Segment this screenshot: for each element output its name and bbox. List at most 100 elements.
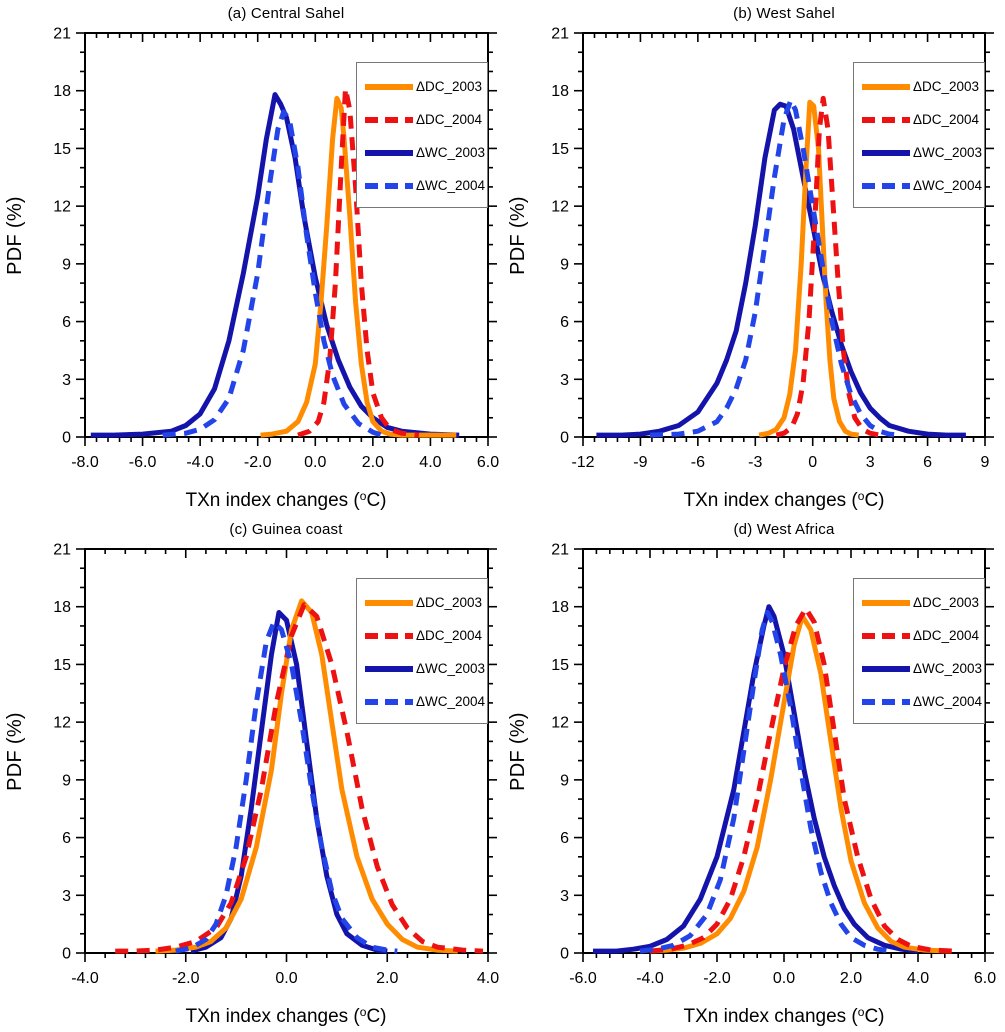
legend-item: ΔDC_2004	[364, 619, 487, 652]
svg-text:6: 6	[560, 314, 569, 331]
legend-item: ΔWC_2004	[861, 169, 984, 202]
legend-solid-line-icon	[862, 599, 910, 606]
svg-text:3: 3	[866, 454, 875, 471]
tick-marks	[76, 548, 497, 962]
svg-text:3: 3	[560, 372, 569, 389]
legend-label: ΔDC_2004	[416, 628, 483, 643]
svg-text:3: 3	[560, 888, 569, 905]
svg-text:21: 21	[53, 542, 71, 559]
svg-text:-2.0: -2.0	[703, 970, 731, 987]
svg-text:21: 21	[53, 26, 71, 43]
legend-box: ΔDC_2003 ΔDC_2004 ΔWC_2003 ΔWC_2004	[853, 578, 985, 724]
legend-item: ΔWC_2003	[364, 136, 487, 169]
svg-text:9: 9	[981, 454, 990, 471]
panel-west-sahel: (b) West Sahel PDF (%) -12 -9 -6 -3 0 3 6 9 0 3 6 9…	[503, 0, 1005, 516]
svg-text:18: 18	[53, 83, 71, 100]
legend-dashed-line-icon	[365, 116, 413, 123]
svg-text:12: 12	[551, 199, 569, 216]
x-tick-labels: -8.0 -6.0 -4.0 -2.0 0.0 2.0 4.0 6.0	[71, 454, 499, 471]
legend-solid-line-icon	[365, 149, 413, 156]
svg-text:-4.0: -4.0	[636, 970, 664, 987]
legend-label: ΔWC_2004	[416, 694, 486, 709]
legend-item: ΔDC_2003	[364, 70, 487, 103]
y-tick-labels: 0 3 6 9 12 15 18 21	[551, 542, 569, 963]
x-tick-labels: -6.0 -4.0 -2.0 0.0 2.0 4.0 6.0	[569, 970, 996, 987]
svg-text:4.0: 4.0	[477, 970, 499, 987]
legend-solid-line-icon	[365, 83, 413, 90]
plot-canvas: -6.0 -4.0 -2.0 0.0 2.0 4.0 6.0 0 3 6 9 12 15 18 21	[551, 542, 996, 988]
svg-text:6: 6	[923, 454, 932, 471]
legend-item: ΔWC_2004	[861, 685, 984, 718]
curve-ΔDC_2004	[775, 95, 881, 438]
panel-title: (d) West Africa	[733, 521, 835, 538]
tick-marks	[574, 32, 994, 446]
legend-solid-line-icon	[862, 149, 910, 156]
y-tick-labels: 0 3 6 9 12 15 18 21	[551, 26, 569, 447]
svg-text:6: 6	[560, 830, 569, 847]
legend-box: ΔDC_2003 ΔDC_2004 ΔWC_2003 ΔWC_2004	[356, 578, 488, 724]
axes	[84, 32, 489, 438]
legend-dashed-line-icon	[862, 116, 910, 123]
legend-solid-line-icon	[862, 83, 910, 90]
svg-text:3: 3	[62, 888, 71, 905]
svg-text:18: 18	[551, 83, 569, 100]
svg-text:-8.0: -8.0	[71, 454, 99, 471]
legend-dashed-line-icon	[862, 632, 910, 639]
curve-ΔWC_2004	[175, 619, 398, 954]
legend-item: ΔWC_2003	[364, 652, 487, 685]
svg-text:18: 18	[53, 599, 71, 616]
legend-box: ΔDC_2003 ΔDC_2004 ΔWC_2003 ΔWC_2004	[853, 62, 985, 208]
legend-item: ΔDC_2004	[861, 103, 984, 136]
curve-ΔWC_2003	[596, 101, 966, 438]
curves	[115, 598, 484, 954]
tick-marks	[76, 32, 497, 446]
svg-text:0: 0	[62, 946, 71, 963]
svg-text:0: 0	[560, 946, 569, 963]
panel-west-africa: (d) West Africa PDF (%) -6.0 -4.0 -2.0 0.0 2…	[503, 516, 1005, 1032]
y-tick-labels: 0 3 6 9 12 15 18 21	[53, 542, 71, 963]
legend-item: ΔDC_2004	[861, 619, 984, 652]
curve-ΔDC_2004	[297, 86, 420, 438]
x-axis-label: TXn index changes (oC)	[683, 489, 885, 511]
svg-text:2.0: 2.0	[376, 970, 398, 987]
svg-text:12: 12	[551, 715, 569, 732]
curve-ΔWC_2004	[639, 610, 892, 954]
svg-text:15: 15	[551, 657, 569, 674]
svg-text:21: 21	[551, 542, 569, 559]
svg-text:6: 6	[62, 830, 71, 847]
x-axis-label: TXn index changes (oC)	[185, 1005, 387, 1027]
legend-solid-line-icon	[365, 665, 413, 672]
x-tick-labels: -12 -9 -6 -3 0 3 6 9	[571, 454, 989, 471]
x-axis-label: TXn index changes (oC)	[185, 489, 387, 511]
curves	[596, 95, 966, 438]
legend-solid-line-icon	[862, 665, 910, 672]
svg-text:6: 6	[62, 314, 71, 331]
axes	[582, 32, 986, 438]
svg-text:-9: -9	[633, 454, 647, 471]
svg-text:12: 12	[53, 199, 71, 216]
legend-item: ΔWC_2003	[861, 652, 984, 685]
legend-label: ΔWC_2003	[913, 661, 983, 676]
legend-label: ΔWC_2003	[416, 661, 486, 676]
legend-solid-line-icon	[365, 599, 413, 606]
svg-text:4.0: 4.0	[419, 454, 441, 471]
legend-label: ΔDC_2004	[913, 112, 980, 127]
curve-ΔDC_2004	[115, 602, 484, 954]
legend-label: ΔDC_2003	[416, 595, 483, 610]
legend-label: ΔDC_2004	[416, 112, 483, 127]
panel-guinea-coast: (c) Guinea coast PDF (%) -4.0 -2.0 0.0 2.0 4…	[0, 516, 502, 1032]
svg-text:6.0: 6.0	[974, 970, 996, 987]
svg-text:4.0: 4.0	[907, 970, 929, 987]
y-tick-labels: 0 3 6 9 12 15 18 21	[53, 26, 71, 447]
legend-item: ΔWC_2004	[364, 169, 487, 202]
curve-ΔDC_2003	[758, 99, 860, 438]
svg-text:9: 9	[62, 772, 71, 789]
svg-text:15: 15	[53, 657, 71, 674]
svg-text:12: 12	[53, 715, 71, 732]
svg-text:9: 9	[560, 772, 569, 789]
plot-canvas: -8.0 -6.0 -4.0 -2.0 0.0 2.0 4.0 6.0 0 3 6 9 12 15 18 21	[53, 26, 499, 472]
svg-text:-6.0: -6.0	[129, 454, 157, 471]
svg-text:-3: -3	[748, 454, 762, 471]
legend-label: ΔWC_2003	[913, 145, 983, 160]
svg-text:-4.0: -4.0	[186, 454, 214, 471]
